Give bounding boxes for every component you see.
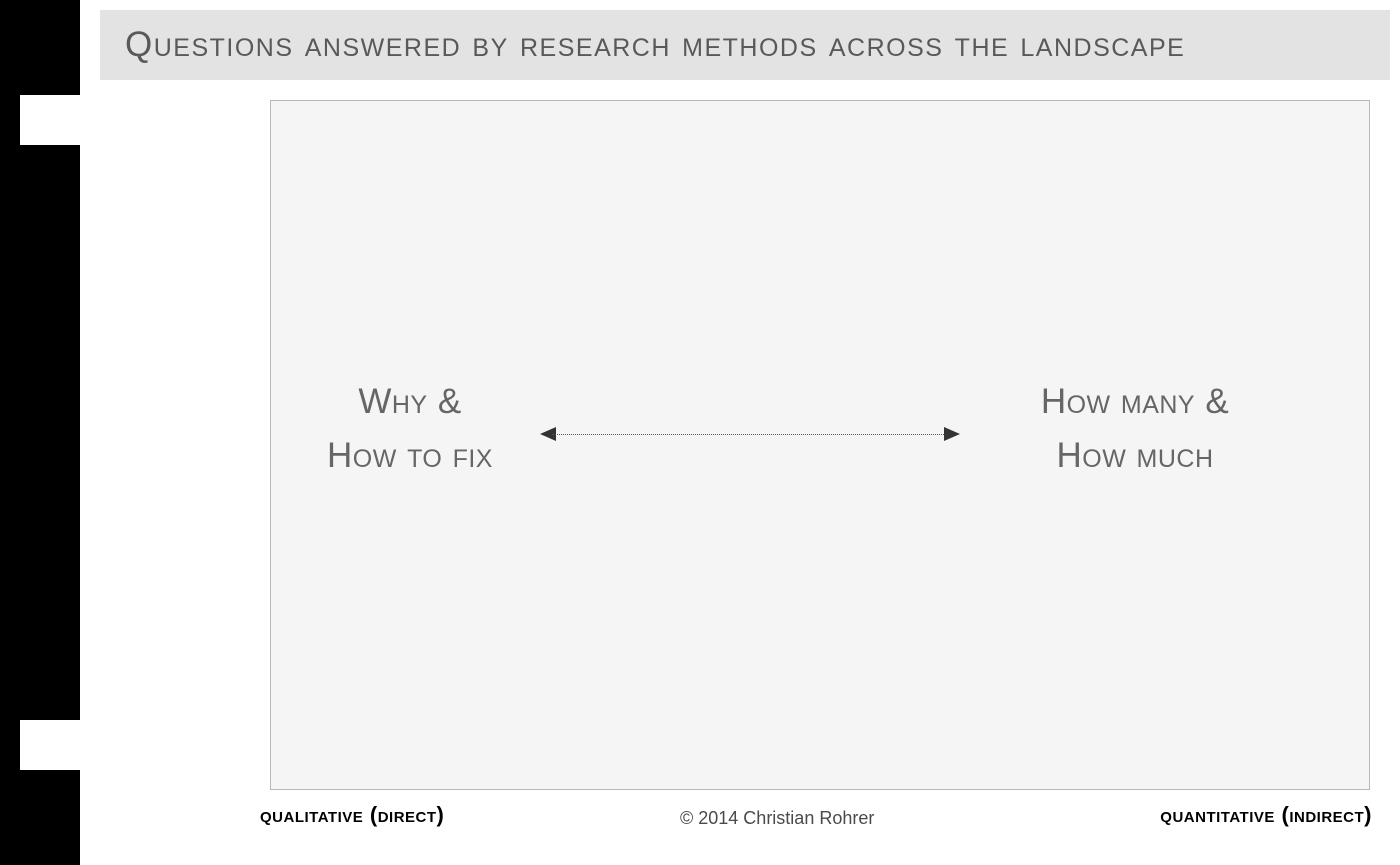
- header-bar: Questions answered by research methods a…: [100, 10, 1390, 80]
- copyright-text: © 2014 Christian Rohrer: [680, 808, 874, 829]
- inner-label-left: Why & How to fix: [295, 375, 525, 484]
- double-arrow: [540, 425, 960, 445]
- left-white-cutout-top: [20, 95, 80, 145]
- left-white-cutout-bottom: [20, 720, 80, 770]
- inner-label-right-line1: How many &: [960, 375, 1310, 429]
- axis-label-right: quantitative (indirect): [1160, 802, 1372, 828]
- arrow-dotted-line: [552, 434, 948, 435]
- axis-label-left: qualitative (direct): [260, 802, 444, 828]
- inner-label-right-line2: How much: [960, 429, 1310, 483]
- inner-label-right: How many & How much: [960, 375, 1310, 484]
- header-title: Questions answered by research methods a…: [125, 25, 1185, 65]
- arrow-head-right-icon: [944, 427, 960, 441]
- inner-label-left-line1: Why &: [295, 375, 525, 429]
- inner-label-left-line2: How to fix: [295, 429, 525, 483]
